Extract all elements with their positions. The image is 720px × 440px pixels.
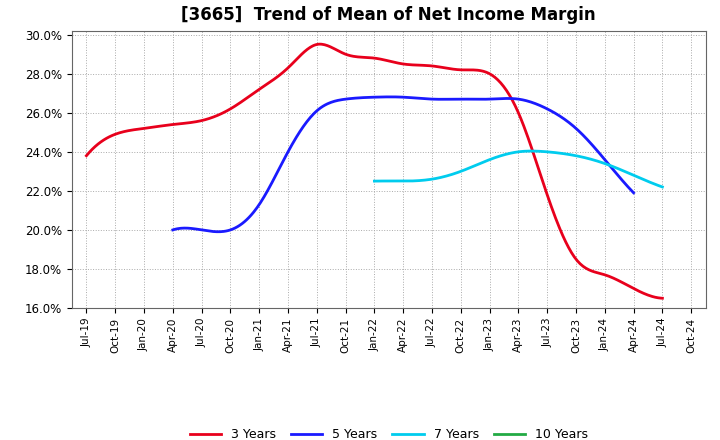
Legend: 3 Years, 5 Years, 7 Years, 10 Years: 3 Years, 5 Years, 7 Years, 10 Years — [184, 423, 593, 440]
Title: [3665]  Trend of Mean of Net Income Margin: [3665] Trend of Mean of Net Income Margi… — [181, 6, 596, 24]
